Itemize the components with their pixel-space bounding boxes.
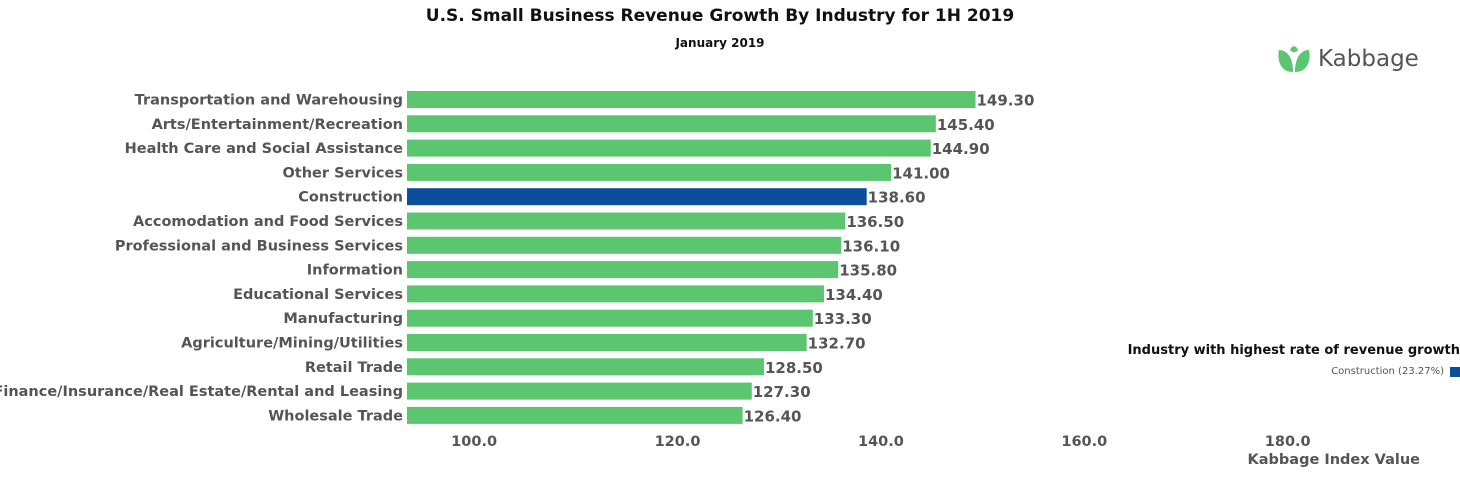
data-label: 144.90	[932, 140, 990, 158]
bar-10	[407, 334, 807, 351]
data-label: 133.30	[814, 310, 872, 328]
data-label: 141.00	[892, 164, 950, 182]
bar-0	[407, 91, 976, 108]
bar-13	[407, 406, 743, 424]
chart-title: U.S. Small Business Revenue Growth By In…	[425, 6, 1015, 26]
kabbage-logo: Kabbage	[1276, 44, 1419, 74]
x-tick-label: 120.0	[655, 434, 701, 450]
bar-1	[407, 115, 936, 133]
category-label: Construction	[298, 190, 403, 206]
data-label: 136.10	[842, 237, 900, 255]
bar-5	[407, 212, 846, 230]
bar-9	[407, 309, 813, 327]
legend-item: Construction (23.27%)	[1331, 366, 1460, 377]
x-tick-label: 160.0	[1061, 434, 1107, 450]
data-label: 134.40	[825, 286, 883, 304]
category-label: Arts/Entertainment/Recreation	[152, 117, 403, 133]
data-label: 138.60	[868, 189, 926, 207]
data-label: 145.40	[937, 116, 995, 134]
bar-11	[407, 358, 764, 376]
category-label: Accomodation and Food Services	[133, 214, 403, 230]
category-label: Agriculture/Mining/Utilities	[181, 336, 403, 352]
x-tick-label: 180.0	[1265, 434, 1311, 450]
logo-text: Kabbage	[1318, 46, 1419, 72]
category-label: Health Care and Social Assistance	[125, 141, 404, 157]
data-label: 128.50	[765, 359, 823, 377]
bar-7	[407, 261, 839, 279]
category-label: Manufacturing	[283, 311, 403, 327]
category-label: Professional and Business Services	[115, 238, 403, 254]
x-tick-label: 100.0	[451, 434, 497, 450]
data-label: 149.30	[977, 92, 1035, 110]
data-label: 126.40	[744, 407, 802, 425]
data-label: 132.70	[808, 335, 866, 353]
legend-title: Industry with highest rate of revenue gr…	[1127, 343, 1460, 358]
category-label: Finance/Insurance/Real Estate/Rental and…	[0, 384, 403, 400]
legend-swatch	[1450, 366, 1460, 377]
bar-6	[407, 236, 842, 254]
category-label: Information	[307, 263, 403, 279]
data-label: 136.50	[846, 213, 904, 231]
data-label: 135.80	[839, 262, 897, 280]
category-label: Transportation and Warehousing	[135, 93, 403, 109]
category-label: Educational Services	[233, 287, 403, 303]
category-label: Other Services	[282, 165, 403, 181]
x-tick-label: 140.0	[858, 434, 904, 450]
bar-12	[407, 382, 752, 400]
bar-4	[407, 188, 867, 206]
chart-subtitle: January 2019	[675, 36, 765, 50]
legend-label: Construction (23.27%)	[1331, 366, 1444, 377]
category-label: Retail Trade	[305, 360, 403, 376]
bar-8	[407, 285, 824, 303]
category-label: Wholesale Trade	[268, 408, 403, 424]
bar-2	[407, 139, 931, 157]
data-label: 127.30	[753, 383, 811, 401]
leaf-icon	[1278, 46, 1310, 72]
x-axis-label: Kabbage Index Value	[1248, 452, 1421, 468]
bar-3	[407, 163, 892, 181]
